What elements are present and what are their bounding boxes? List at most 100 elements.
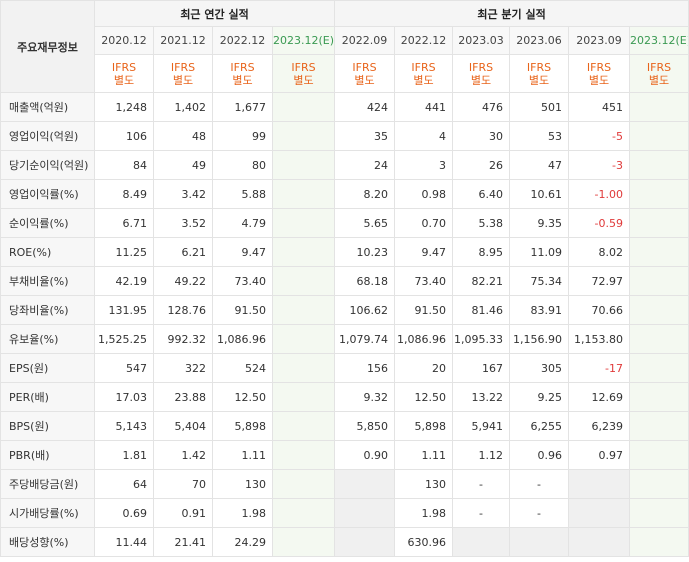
ifrs-label: IFRS bbox=[526, 60, 552, 74]
annual-estimate-cell bbox=[271, 382, 336, 412]
row-label: 배당성향(%) bbox=[0, 527, 95, 557]
annual-value-cell: 1.11 bbox=[212, 440, 273, 470]
quarter-value-cell: - bbox=[452, 498, 511, 528]
ifrs-label: IFRS bbox=[646, 60, 672, 74]
table-row: 부채비율(%) 42.19 49.22 73.40 68.18 73.40 82.21 75.… bbox=[0, 266, 689, 296]
annual-value-cell: 1,248 bbox=[94, 92, 154, 122]
quarter-value-cell: 5.65 bbox=[334, 208, 396, 238]
ifrs-basis-label: IFRS 별도 bbox=[394, 54, 454, 93]
ifrs-label: IFRS bbox=[170, 60, 196, 74]
annual-value-cell: 42.19 bbox=[94, 266, 154, 296]
table-row: 순이익률(%) 6.71 3.52 4.79 5.65 0.70 5.38 9.35 -0.59 bbox=[0, 208, 689, 238]
row-label: ROE(%) bbox=[0, 237, 95, 267]
ifrs-label: IFRS bbox=[411, 60, 436, 74]
quarter-period: 2022.12 bbox=[394, 26, 454, 55]
quarter-estimate-cell bbox=[629, 382, 689, 412]
annual-value-cell: 1.98 bbox=[212, 498, 273, 528]
row-label: 영업이익(억원) bbox=[0, 121, 95, 151]
table-row: 배당성향(%) 11.44 21.41 24.29 630.96 bbox=[0, 527, 689, 557]
table-row: PBR(배) 1.81 1.42 1.11 0.90 1.11 1.12 0.96 0.97 bbox=[0, 440, 689, 470]
row-label: 매출액(억원) bbox=[0, 92, 95, 122]
annual-value-cell: 9.47 bbox=[212, 237, 273, 267]
row-label: 시가배당률(%) bbox=[0, 498, 95, 528]
quarter-value-cell: 72.97 bbox=[568, 266, 631, 296]
quarter-value-cell: 30 bbox=[452, 121, 511, 151]
quarter-estimate-cell bbox=[629, 353, 689, 383]
annual-period: 2022.12 bbox=[212, 26, 273, 55]
quarter-value-cell: 8.95 bbox=[452, 237, 511, 267]
quarter-value-cell bbox=[568, 527, 631, 557]
annual-value-cell: 48 bbox=[153, 121, 213, 151]
quarter-value-cell: 82.21 bbox=[452, 266, 511, 296]
separate-label: 별도 bbox=[413, 73, 434, 87]
corner-label: 주요재무정보 bbox=[0, 0, 95, 93]
quarter-value-cell: 5.38 bbox=[452, 208, 511, 238]
ifrs-basis-label: IFRS 별도 bbox=[271, 54, 336, 93]
quarter-period: 2023.03 bbox=[452, 26, 511, 55]
quarter-value-cell: 156 bbox=[334, 353, 396, 383]
separate-label: 별도 bbox=[172, 73, 194, 87]
annual-value-cell: 4.79 bbox=[212, 208, 273, 238]
quarter-estimate-cell bbox=[629, 179, 689, 209]
row-label: 순이익률(%) bbox=[0, 208, 95, 238]
annual-estimate-cell bbox=[271, 266, 336, 296]
quarter-value-cell: 6,239 bbox=[568, 411, 631, 441]
quarter-value-cell: 5,941 bbox=[452, 411, 511, 441]
quarter-value-cell: 91.50 bbox=[394, 295, 454, 325]
annual-estimate-cell bbox=[271, 295, 336, 325]
annual-period-estimate: 2023.12(E) bbox=[271, 26, 336, 55]
quarter-value-cell bbox=[452, 527, 511, 557]
quarter-estimate-cell bbox=[629, 92, 689, 122]
quarter-period: 2023.06 bbox=[509, 26, 570, 55]
annual-period: 2021.12 bbox=[153, 26, 213, 55]
annual-value-cell: 5,143 bbox=[94, 411, 154, 441]
quarter-value-cell: 451 bbox=[568, 92, 631, 122]
quarter-value-cell: 106.62 bbox=[334, 295, 396, 325]
ifrs-basis-label: IFRS 별도 bbox=[94, 54, 154, 93]
quarter-value-cell: 0.70 bbox=[394, 208, 454, 238]
quarter-value-cell: 68.18 bbox=[334, 266, 396, 296]
annual-estimate-cell bbox=[271, 527, 336, 557]
row-label: PER(배) bbox=[0, 382, 95, 412]
annual-value-cell: 130 bbox=[212, 469, 273, 499]
quarter-value-cell: -5 bbox=[568, 121, 631, 151]
annual-value-cell: 5.88 bbox=[212, 179, 273, 209]
annual-value-cell: 6.21 bbox=[153, 237, 213, 267]
row-label: EPS(원) bbox=[0, 353, 95, 383]
quarter-value-cell: 35 bbox=[334, 121, 396, 151]
table-row: ROE(%) 11.25 6.21 9.47 10.23 9.47 8.95 11.09 8.0… bbox=[0, 237, 689, 267]
annual-value-cell: 64 bbox=[94, 469, 154, 499]
quarter-value-cell: 1.11 bbox=[394, 440, 454, 470]
table-row: 유보율(%) 1,525.25 992.32 1,086.96 1,079.74 1,08… bbox=[0, 324, 689, 354]
quarter-value-cell: 1,086.96 bbox=[394, 324, 454, 354]
table-row: 영업이익률(%) 8.49 3.42 5.88 8.20 0.98 6.40 10.61 -1.… bbox=[0, 179, 689, 209]
annual-period: 2020.12 bbox=[94, 26, 154, 55]
quarter-value-cell: 1,153.80 bbox=[568, 324, 631, 354]
ifrs-basis-label: IFRS 별도 bbox=[568, 54, 631, 93]
annual-estimate-cell bbox=[271, 150, 336, 180]
quarter-value-cell: 11.09 bbox=[509, 237, 570, 267]
quarter-value-cell: 75.34 bbox=[509, 266, 570, 296]
quarter-value-cell: 12.50 bbox=[394, 382, 454, 412]
quarter-estimate-cell bbox=[629, 208, 689, 238]
quarter-value-cell bbox=[334, 527, 396, 557]
annual-estimate-cell bbox=[271, 179, 336, 209]
annual-value-cell: 17.03 bbox=[94, 382, 154, 412]
annual-value-cell: 12.50 bbox=[212, 382, 273, 412]
ifrs-basis-label: IFRS 별도 bbox=[629, 54, 689, 93]
quarter-value-cell: 441 bbox=[394, 92, 454, 122]
quarter-period: 2023.09 bbox=[568, 26, 631, 55]
table-row: 매출액(억원) 1,248 1,402 1,677 424 441 476 501 451 bbox=[0, 92, 689, 122]
row-label: 부채비율(%) bbox=[0, 266, 95, 296]
annual-value-cell: 91.50 bbox=[212, 295, 273, 325]
quarter-value-cell: 1.12 bbox=[452, 440, 511, 470]
annual-value-cell: 73.40 bbox=[212, 266, 273, 296]
quarter-value-cell: 0.96 bbox=[509, 440, 570, 470]
ifrs-label: IFRS bbox=[291, 60, 316, 74]
quarter-value-cell bbox=[334, 498, 396, 528]
quarter-value-cell: 630.96 bbox=[394, 527, 454, 557]
separate-label: 별도 bbox=[470, 73, 492, 87]
table-row: PER(배) 17.03 23.88 12.50 9.32 12.50 13.22 9.25 1… bbox=[0, 382, 689, 412]
quarter-value-cell bbox=[568, 498, 631, 528]
annual-value-cell: 6.71 bbox=[94, 208, 154, 238]
